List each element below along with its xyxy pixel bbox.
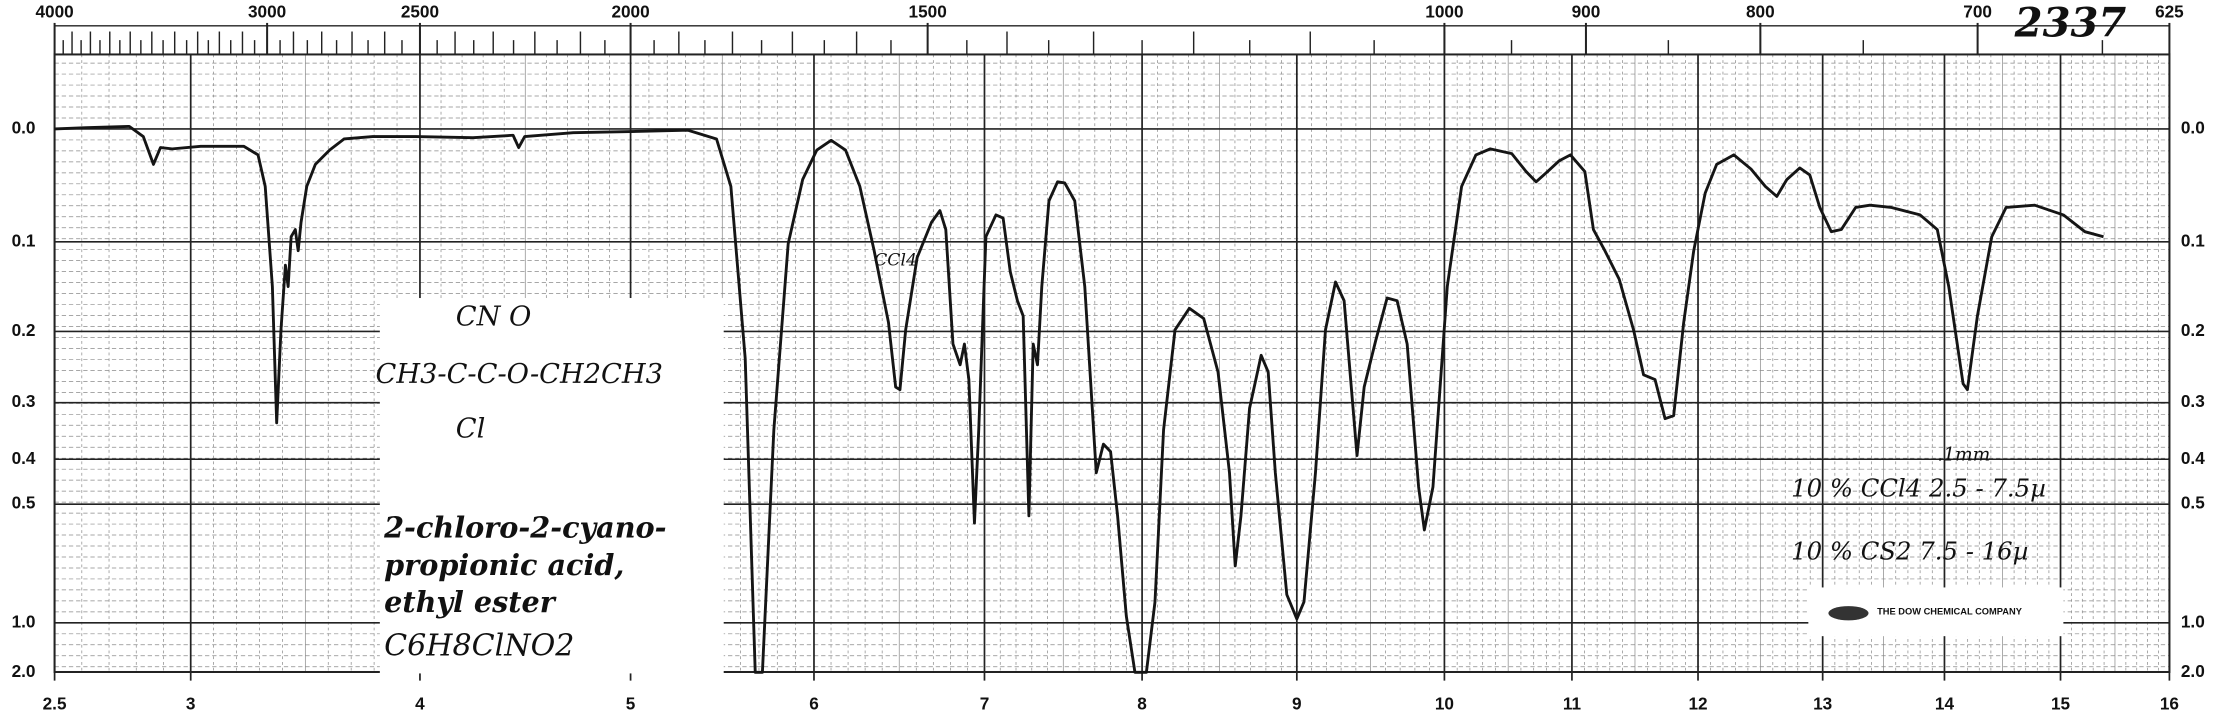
x-tick-label: 16 [2160, 693, 2179, 713]
x2-tick-label: 2500 [401, 1, 439, 21]
company-logo [1828, 606, 1869, 621]
y-tick-label-right: 0.0 [2181, 117, 2205, 137]
y-tick-label: 0.4 [12, 448, 36, 468]
spectrum-line [54, 124, 2104, 674]
structure-line: CH3-C-C-O-CH2CH3 [376, 359, 663, 390]
x-tick-label: 14 [1935, 693, 1955, 713]
y-tick-label-right: 2.0 [2181, 661, 2205, 681]
y-tick-label-right: 0.4 [2181, 448, 2205, 468]
x2-tick-label: 800 [1746, 1, 1775, 21]
x2-tick-label: 1000 [1425, 1, 1463, 21]
y-tick-label-right: 0.3 [2181, 391, 2205, 411]
x2-tick-label: 1500 [909, 1, 947, 21]
x-tick-label: 7 [980, 693, 990, 713]
y-tick-label: 0.1 [12, 230, 36, 250]
x-tick-label: 8 [1137, 693, 1147, 713]
annotation: CCl4 [874, 250, 917, 270]
x2-tick-label: 4000 [35, 1, 73, 21]
chart-id: 2337 [2014, 0, 2127, 46]
y-tick-label: 1.0 [12, 611, 36, 631]
structure-line: Cl [456, 413, 486, 444]
annotation: .1mm [1937, 445, 1990, 466]
y-tick-label: 2.0 [12, 661, 36, 681]
company-name: THE DOW CHEMICAL COMPANY [1877, 606, 2023, 616]
annotation: 10 % CS2 7.5 - 16µ [1791, 537, 2028, 566]
x-tick-label: 3 [186, 693, 196, 713]
y-tick-label-right: 1.0 [2181, 611, 2205, 631]
compound-name: propionic acid, [384, 548, 624, 582]
formula: C6H8ClNO2 [384, 629, 574, 664]
x-tick-label: 12 [1688, 693, 1707, 713]
x-tick-label: 10 [1435, 693, 1454, 713]
x2-tick-label: 900 [1572, 1, 1601, 21]
x-tick-label: 15 [2051, 693, 2071, 713]
x-tick-label: 13 [1813, 693, 1832, 713]
y-tick-label: 0.3 [12, 391, 36, 411]
y-tick-label-right: 0.1 [2181, 230, 2205, 250]
x-tick-label: 9 [1292, 693, 1302, 713]
y-tick-label-right: 0.2 [2181, 320, 2205, 340]
plot-frame [53, 53, 2171, 673]
annotation: 10 % CCl4 2.5 - 7.5µ [1791, 474, 2046, 503]
texts: 2.5 3 4 5 6 7 8 9 10 11 12 13 14 15 16 4000 3000 2500 2000… [12, 0, 2206, 713]
y-tick-label: 0.0 [12, 117, 36, 137]
y-tick-label: 0.2 [12, 320, 36, 340]
x-tick-label: 2.5 [43, 693, 67, 713]
x2-tick-label: 700 [1963, 1, 1992, 21]
x-tick-label: 6 [809, 693, 819, 713]
y-tick-label: 0.5 [12, 493, 36, 513]
x-tick-label: 4 [415, 693, 425, 713]
x2-tick-label: 3000 [248, 1, 286, 21]
compound-name: ethyl ester [384, 585, 557, 619]
x2-tick-label: 625 [2155, 1, 2184, 21]
x-tick-label: 11 [1563, 693, 1582, 713]
structure-line: CN O [456, 302, 532, 333]
x2-tick-label: 2000 [611, 1, 649, 21]
compound-name: 2-chloro-2-cyano- [383, 511, 666, 545]
structure-box [379, 298, 724, 674]
y-tick-label-right: 0.5 [2181, 493, 2205, 513]
x-tick-label: 5 [626, 693, 636, 713]
marks [54, 124, 2104, 674]
